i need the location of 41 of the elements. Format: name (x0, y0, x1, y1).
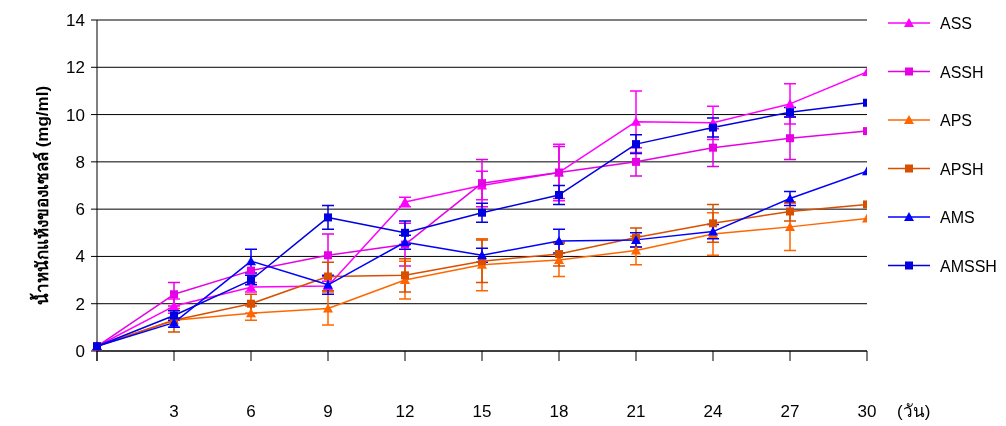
y-tick-label: 0 (75, 342, 85, 361)
x-tick-label: 18 (549, 402, 569, 421)
point (786, 134, 794, 143)
y-tick-label: 14 (66, 11, 85, 30)
legend-label: APS (940, 112, 973, 129)
point (709, 219, 717, 228)
x-tick-label: 9 (323, 402, 333, 421)
y-tick-label: 12 (66, 58, 85, 78)
legend-label: AMSSH (940, 257, 997, 275)
x-tick-label: 12 (395, 402, 415, 421)
point (324, 251, 332, 260)
legend-label: ASSH (940, 63, 984, 81)
x-tick-label: 24 (703, 402, 723, 421)
point (324, 272, 332, 281)
legend-label: ASS (940, 15, 973, 32)
y-tick-label: 6 (75, 200, 85, 220)
x-tick-label: 30 (857, 402, 877, 421)
point (631, 116, 641, 126)
x-tick-label: 3 (169, 402, 179, 421)
x-tick-label: 15 (472, 402, 492, 421)
x-axis-title: (วัน) (897, 402, 931, 421)
point (555, 250, 563, 259)
y-tick-label: 8 (75, 152, 85, 172)
y-axis-title: น้ำหนักแห้งของเซลล์ (mg/ml) (29, 85, 52, 306)
legend-label: APSH (940, 160, 984, 178)
point (247, 266, 255, 275)
point (709, 143, 717, 152)
point (401, 271, 409, 280)
y-tick-label: 10 (66, 105, 85, 125)
y-tick-label: 2 (75, 294, 85, 314)
y-tick-label: 4 (75, 247, 85, 267)
point (631, 245, 641, 255)
x-tick-label: 21 (626, 402, 646, 421)
point (629, 232, 643, 248)
point (170, 290, 178, 299)
legend-label: AMS (940, 209, 975, 226)
x-tick-label: 27 (780, 402, 800, 421)
point (785, 221, 795, 231)
point (785, 98, 795, 108)
point (632, 157, 640, 166)
x-tick-label: 6 (246, 402, 256, 421)
